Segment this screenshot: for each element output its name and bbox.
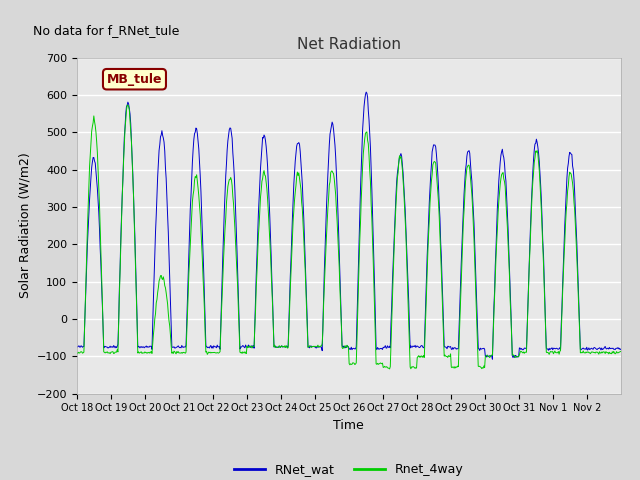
Rnet_4way bbox=[264, 208, 272, 214]
Rnet_4way bbox=[386, 366, 394, 372]
RNet_wat bbox=[284, 343, 292, 348]
Y-axis label: Solar Radiation (W/m2): Solar Radiation (W/m2) bbox=[18, 153, 31, 299]
RNet_wat bbox=[488, 356, 496, 362]
X-axis label: Time: Time bbox=[333, 419, 364, 432]
Rnet_4way bbox=[617, 348, 625, 354]
Title: Net Radiation: Net Radiation bbox=[297, 37, 401, 52]
Rnet_4way bbox=[437, 251, 445, 257]
Legend: RNet_wat, Rnet_4way: RNet_wat, Rnet_4way bbox=[229, 458, 468, 480]
RNet_wat bbox=[264, 163, 271, 169]
Text: MB_tule: MB_tule bbox=[107, 73, 162, 86]
Line: RNet_wat: RNet_wat bbox=[77, 92, 621, 359]
Rnet_4way bbox=[124, 102, 131, 108]
RNet_wat bbox=[617, 346, 625, 352]
Rnet_4way bbox=[138, 349, 145, 355]
RNet_wat bbox=[237, 344, 244, 350]
Rnet_4way bbox=[73, 349, 81, 355]
RNet_wat bbox=[137, 344, 145, 350]
RNet_wat bbox=[406, 324, 413, 330]
RNet_wat bbox=[362, 89, 370, 95]
RNet_wat bbox=[436, 215, 444, 221]
Rnet_4way bbox=[285, 324, 292, 330]
RNet_wat bbox=[73, 344, 81, 349]
Line: Rnet_4way: Rnet_4way bbox=[77, 105, 621, 369]
Rnet_4way bbox=[406, 364, 414, 370]
Rnet_4way bbox=[237, 349, 245, 355]
Text: No data for f_RNet_tule: No data for f_RNet_tule bbox=[33, 24, 180, 37]
